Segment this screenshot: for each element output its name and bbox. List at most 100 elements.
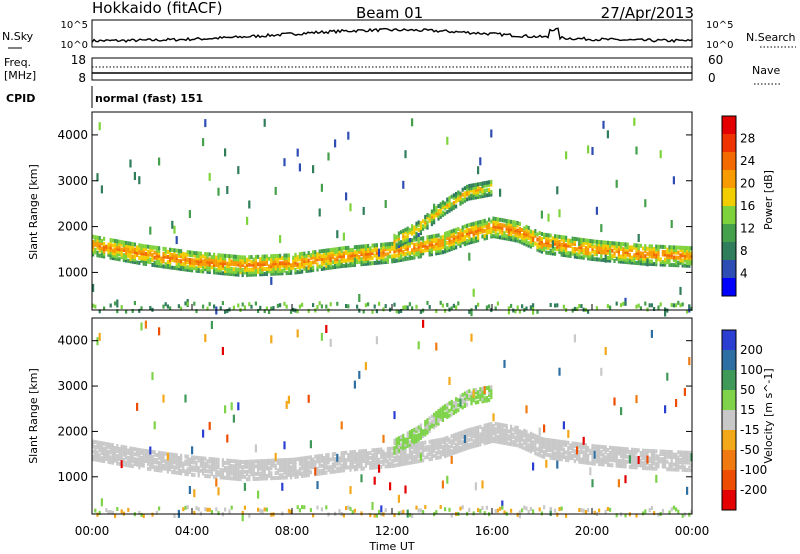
data-cell (558, 442, 561, 447)
colorbar-tick-label: -100 (740, 463, 767, 477)
data-cell (232, 464, 235, 469)
data-cell (312, 465, 315, 469)
data-cell (268, 471, 271, 476)
data-cell (164, 262, 167, 267)
data-cell (477, 400, 480, 405)
data-cell (670, 220, 673, 228)
data-cell (578, 508, 581, 512)
data-cell (224, 405, 227, 414)
data-cell (455, 447, 458, 452)
data-cell (479, 157, 482, 166)
data-cell (226, 468, 229, 473)
data-cell (448, 242, 451, 247)
data-cell (111, 443, 114, 448)
data-cell (540, 454, 543, 459)
data-cell (512, 220, 515, 225)
data-cell (290, 268, 293, 273)
data-cell (510, 234, 513, 239)
data-cell (246, 477, 249, 482)
data-cell (276, 475, 279, 480)
data-cell (494, 217, 497, 221)
data-cell (620, 303, 623, 308)
data-cell (391, 254, 394, 259)
data-cell (345, 258, 348, 263)
data-cell (261, 262, 264, 267)
data-cell (103, 446, 106, 451)
data-cell (490, 232, 493, 237)
data-cell (468, 430, 471, 435)
data-cell (631, 245, 634, 250)
data-cell (138, 245, 141, 250)
data-cell (408, 445, 411, 450)
data-cell (386, 252, 389, 257)
data-cell (378, 450, 381, 455)
data-cell (314, 255, 317, 260)
data-cell (433, 239, 436, 244)
data-cell (595, 457, 598, 461)
data-cell (499, 235, 502, 240)
data-cell (525, 306, 528, 311)
data-cell (507, 229, 510, 234)
data-cell (217, 255, 220, 260)
data-cell (446, 415, 449, 420)
data-cell (127, 241, 130, 246)
data-cell (419, 443, 422, 448)
data-cell (261, 466, 264, 471)
data-cell (419, 226, 422, 231)
data-cell (635, 304, 638, 309)
data-cell (422, 453, 425, 458)
data-cell (455, 432, 458, 437)
data-cell (182, 461, 185, 466)
data-cell (325, 505, 328, 510)
data-cell (424, 240, 427, 245)
data-cell (375, 455, 378, 460)
data-cell (477, 425, 480, 430)
data-cell (664, 449, 667, 454)
data-cell (474, 305, 477, 310)
data-cell (270, 271, 273, 276)
data-cell (197, 468, 200, 473)
data-cell (395, 253, 398, 258)
data-cell (261, 259, 264, 264)
data-cell (118, 446, 121, 451)
data-cell (584, 450, 587, 455)
data-cell (239, 477, 242, 482)
data-cell (142, 456, 145, 461)
data-cell (483, 223, 486, 228)
data-cell (226, 461, 229, 466)
data-cell (375, 309, 378, 314)
data-cell (688, 512, 691, 517)
data-cell (114, 238, 117, 243)
data-cell (499, 430, 502, 435)
data-cell (129, 256, 132, 261)
data-cell (492, 436, 495, 441)
data-cell (540, 210, 543, 219)
data-cell (655, 474, 658, 483)
data-cell (450, 434, 453, 439)
data-cell (435, 456, 438, 460)
data-cell (327, 250, 330, 255)
data-cell (100, 448, 103, 453)
data-cell (653, 252, 656, 257)
data-cell (193, 266, 196, 271)
data-cell (415, 447, 418, 452)
data-cell (125, 453, 128, 458)
data-cell (505, 436, 508, 441)
data-cell (353, 459, 356, 464)
data-cell (659, 262, 662, 267)
data-cell (598, 462, 601, 467)
data-cell (661, 262, 664, 267)
data-cell (276, 271, 279, 276)
data-cell (547, 440, 550, 445)
data-cell (565, 450, 568, 455)
data-cell (375, 457, 378, 462)
data-cell (375, 255, 378, 260)
data-cell (382, 454, 385, 459)
data-cell (210, 510, 213, 514)
data-cell (433, 215, 436, 220)
data-cell (184, 505, 187, 510)
data-cell (323, 458, 326, 463)
data-cell (292, 263, 295, 268)
data-cell (527, 433, 530, 438)
data-cell (430, 219, 433, 224)
